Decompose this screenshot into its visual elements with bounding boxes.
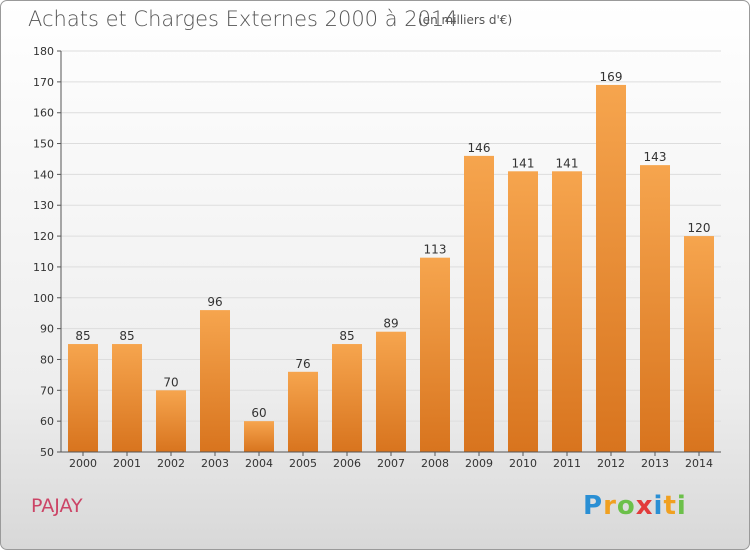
y-tick-label: 120 <box>33 230 54 243</box>
data-label: 113 <box>424 243 447 257</box>
logo-letter: i <box>676 491 687 521</box>
logo-letter: x <box>635 491 654 521</box>
data-label: 89 <box>383 317 398 331</box>
data-label: 146 <box>468 141 491 155</box>
y-tick-label: 80 <box>40 353 54 366</box>
x-tick-label: 2013 <box>641 457 669 470</box>
y-tick-label: 170 <box>33 76 54 89</box>
bar <box>112 344 142 452</box>
y-tick-label: 90 <box>40 323 54 336</box>
y-tick-label: 110 <box>33 261 54 274</box>
logo-letter: o <box>616 491 636 521</box>
bar <box>156 390 186 452</box>
y-tick-label: 60 <box>40 415 54 428</box>
bar <box>288 371 318 452</box>
y-tick-label: 150 <box>33 138 54 151</box>
logo-letter: r <box>603 491 617 521</box>
x-tick-label: 2003 <box>201 457 229 470</box>
y-tick-label: 100 <box>33 292 54 305</box>
bar <box>244 421 274 452</box>
bar <box>68 344 98 452</box>
bar <box>684 236 714 452</box>
x-tick-label: 2006 <box>333 457 361 470</box>
data-label: 120 <box>688 221 711 235</box>
x-tick-label: 2009 <box>465 457 493 470</box>
commune-name: PAJAY <box>31 495 83 517</box>
data-label: 60 <box>251 406 266 420</box>
bar <box>508 171 538 453</box>
proxiti-logo[interactable]: Proxiti <box>583 491 687 521</box>
chart-subtitle: (en milliers d'€) <box>418 13 513 27</box>
data-label: 76 <box>295 357 310 371</box>
data-label: 85 <box>119 329 134 343</box>
bar <box>376 331 406 452</box>
y-tick-label: 140 <box>33 168 54 181</box>
bar <box>420 257 450 452</box>
data-label: 85 <box>75 329 90 343</box>
x-tick-label: 2008 <box>421 457 449 470</box>
y-tick-label: 70 <box>40 384 54 397</box>
data-label: 141 <box>512 156 535 170</box>
y-tick-label: 130 <box>33 199 54 212</box>
x-tick-label: 2010 <box>509 457 537 470</box>
x-tick-label: 2011 <box>553 457 581 470</box>
x-tick-label: 2001 <box>113 457 141 470</box>
bar <box>552 171 582 453</box>
bar <box>640 165 670 452</box>
data-label: 96 <box>207 295 222 309</box>
y-tick-label: 160 <box>33 107 54 120</box>
logo-letter: i <box>653 491 664 521</box>
bar <box>464 155 494 452</box>
value-labels: 85 85 70 96 60 76 85 89 113 146 141 141 169 143 120 <box>75 70 710 420</box>
data-label: 85 <box>339 329 354 343</box>
x-tick-label: 2002 <box>157 457 185 470</box>
x-tick-label: 2012 <box>597 457 625 470</box>
data-label: 169 <box>600 70 623 84</box>
data-label: 143 <box>644 150 667 164</box>
x-tick-label: 2005 <box>289 457 317 470</box>
logo-letter: P <box>583 491 604 521</box>
bar <box>200 310 230 452</box>
y-tick-label: 50 <box>40 446 54 459</box>
bar <box>332 344 362 452</box>
x-tick-label: 2007 <box>377 457 405 470</box>
x-tick-label: 2000 <box>69 457 97 470</box>
x-tick-label: 2014 <box>685 457 713 470</box>
axes: 50 60 70 80 90 100 110 120 130 140 150 160 170 180 200… <box>33 45 721 470</box>
chart-title: Achats et Charges Externes 2000 à 2014 <box>28 7 458 31</box>
y-tick-label: 180 <box>33 45 54 58</box>
data-label: 70 <box>163 375 178 389</box>
data-label: 141 <box>556 156 579 170</box>
logo-letter: t <box>663 491 677 521</box>
bar <box>596 84 626 452</box>
x-tick-label: 2004 <box>245 457 273 470</box>
bars <box>68 84 714 453</box>
